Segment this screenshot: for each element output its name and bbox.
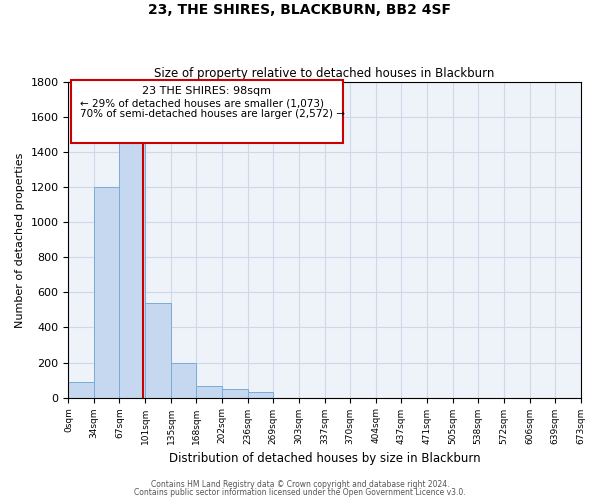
Text: Contains public sector information licensed under the Open Government Licence v3: Contains public sector information licen…	[134, 488, 466, 497]
Y-axis label: Number of detached properties: Number of detached properties	[15, 152, 25, 328]
Bar	[171, 362, 196, 398]
Text: 70% of semi-detached houses are larger (2,572) →: 70% of semi-detached houses are larger (…	[80, 109, 344, 119]
Bar	[119, 142, 145, 398]
Text: 23, THE SHIRES, BLACKBURN, BB2 4SF: 23, THE SHIRES, BLACKBURN, BB2 4SF	[149, 2, 452, 16]
Bar	[222, 389, 248, 398]
Text: ← 29% of detached houses are smaller (1,073): ← 29% of detached houses are smaller (1,…	[80, 98, 323, 108]
Text: Contains HM Land Registry data © Crown copyright and database right 2024.: Contains HM Land Registry data © Crown c…	[151, 480, 449, 489]
X-axis label: Distribution of detached houses by size in Blackburn: Distribution of detached houses by size …	[169, 452, 480, 465]
Title: Size of property relative to detached houses in Blackburn: Size of property relative to detached ho…	[154, 66, 494, 80]
Bar	[68, 382, 94, 398]
Bar	[94, 187, 119, 398]
Bar	[145, 303, 171, 398]
Bar	[248, 392, 273, 398]
Text: 23 THE SHIRES: 98sqm: 23 THE SHIRES: 98sqm	[142, 86, 271, 96]
Bar	[196, 386, 222, 398]
